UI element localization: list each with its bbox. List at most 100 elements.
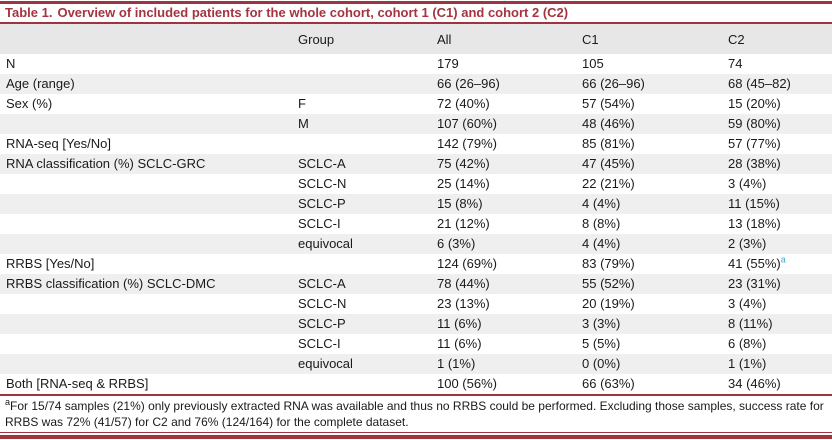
cell-label: RNA classification (%) SCLC-GRC	[6, 156, 206, 171]
table-row: M 107 (60%) 48 (46%) 59 (80%)	[0, 114, 832, 134]
cell-group	[292, 134, 431, 154]
cell-all: 107 (60%)	[437, 116, 497, 131]
cell-label: Age (range)	[6, 76, 75, 91]
table-header: Group All C1 C2	[0, 24, 832, 54]
cell-c1: 4 (4%)	[582, 236, 621, 251]
table-body: N 179 105 74 Age (range) 66 (26–96) 66 (26–96)…	[0, 54, 832, 394]
cell-label	[0, 354, 292, 374]
cell-label	[0, 114, 292, 134]
cell-label: Sex (%)	[6, 96, 53, 111]
patients-overview-table: Group All C1 C2 N 179 105 74 Age (range) 66 (…	[0, 24, 832, 394]
table-row: RRBS [Yes/No] 124 (69%) 83 (79%) 41 (55%)a	[0, 254, 832, 274]
cell-all: 179	[437, 56, 459, 71]
cell-c2: 13 (18%)	[728, 216, 781, 231]
cell-group	[292, 54, 431, 74]
title-red-rule	[0, 22, 832, 24]
cell-c1: 5 (5%)	[582, 336, 621, 351]
cell-group	[292, 74, 431, 94]
cell-all: 124 (69%)	[437, 256, 497, 271]
cell-label	[0, 234, 292, 254]
table-row: SCLC-N 23 (13%) 20 (19%) 3 (4%)	[0, 294, 832, 314]
table-title: Table 1. Overview of included patients fo…	[0, 4, 832, 22]
cell-c2: 74	[728, 56, 743, 71]
cell-all: 25 (14%)	[437, 176, 490, 191]
cell-label	[0, 334, 292, 354]
cell-c1: 83 (79%)	[582, 256, 635, 271]
bottom-thick-rule	[0, 435, 832, 439]
cell-group: SCLC-I	[298, 216, 341, 231]
table-title-label: Table 1.	[5, 5, 53, 20]
cell-c1: 105	[582, 56, 604, 71]
table-row: RNA classification (%) SCLC-GRC SCLC-A 75 …	[0, 154, 832, 174]
footnote-link[interactable]: a	[780, 254, 786, 265]
column-header-all: All	[437, 31, 452, 47]
cell-c2: 6 (8%)	[728, 336, 767, 351]
cell-label: N	[6, 56, 16, 71]
cell-group: SCLC-P	[298, 316, 346, 331]
cell-all: 100 (56%)	[437, 376, 497, 391]
cell-c2: 59 (80%)	[728, 116, 781, 131]
cell-label	[0, 214, 292, 234]
table-row: equivocal 1 (1%) 0 (0%) 1 (1%)	[0, 354, 832, 374]
cell-group: SCLC-I	[298, 336, 341, 351]
cell-c1: 48 (46%)	[582, 116, 635, 131]
cell-group: SCLC-N	[298, 296, 347, 311]
table-row: RNA-seq [Yes/No] 142 (79%) 85 (81%) 57 (77%…	[0, 134, 832, 154]
table-row: N 179 105 74	[0, 54, 832, 74]
cell-c2: 1 (1%)	[728, 356, 767, 371]
cell-label: Both [RNA-seq & RRBS]	[6, 376, 149, 391]
table-row: SCLC-P 15 (8%) 4 (4%) 11 (15%)	[0, 194, 832, 214]
cell-c1: 66 (63%)	[582, 376, 635, 391]
cell-c2: 57 (77%)	[728, 136, 781, 151]
cell-all: 6 (3%)	[437, 236, 476, 251]
cell-c2: 23 (31%)	[728, 276, 781, 291]
cell-label	[0, 174, 292, 194]
cell-all: 75 (42%)	[437, 156, 490, 171]
cell-group: SCLC-A	[298, 156, 346, 171]
cell-group: equivocal	[298, 356, 353, 371]
top-red-rule	[0, 1, 832, 4]
cell-all: 72 (40%)	[437, 96, 490, 111]
cell-c2: 15 (20%)	[728, 96, 781, 111]
header-row: Group All C1 C2	[0, 24, 832, 54]
cell-all: 66 (26–96)	[437, 76, 500, 91]
cell-group: M	[298, 116, 309, 131]
table-row: Sex (%) F 72 (40%) 57 (54%) 15 (20%)	[0, 94, 832, 114]
cell-c2: 41 (55%)a	[728, 254, 786, 271]
table-row: SCLC-P 11 (6%) 3 (3%) 8 (11%)	[0, 314, 832, 334]
cell-group: SCLC-A	[298, 276, 346, 291]
cell-c2: 8 (11%)	[728, 316, 773, 331]
cell-group	[292, 374, 431, 394]
cell-all: 78 (44%)	[437, 276, 490, 291]
cell-group: equivocal	[298, 236, 353, 251]
cell-group: F	[298, 96, 306, 111]
cell-c1: 85 (81%)	[582, 136, 635, 151]
cell-c1: 57 (54%)	[582, 96, 635, 111]
cell-label: RRBS [Yes/No]	[6, 256, 95, 271]
cell-label	[0, 194, 292, 214]
cell-c2: 34 (46%)	[728, 376, 781, 391]
cell-c2: 3 (4%)	[728, 296, 767, 311]
cell-label: RNA-seq [Yes/No]	[6, 136, 112, 151]
bottom-rule-gap	[0, 433, 832, 435]
cell-c1: 22 (21%)	[582, 176, 635, 191]
table-row: SCLC-N 25 (14%) 22 (21%) 3 (4%)	[0, 174, 832, 194]
table-row: SCLC-I 11 (6%) 5 (5%) 6 (8%)	[0, 334, 832, 354]
footnote-marker: a	[5, 397, 11, 407]
table-row: Age (range) 66 (26–96) 66 (26–96) 68 (45–82…	[0, 74, 832, 94]
cell-c1: 20 (19%)	[582, 296, 635, 311]
cell-label	[0, 294, 292, 314]
footnote: aFor 15/74 samples (21%) only previously…	[0, 396, 832, 432]
cell-c1: 0 (0%)	[582, 356, 621, 371]
cell-c2: 3 (4%)	[728, 176, 767, 191]
cell-c2: 2 (3%)	[728, 236, 767, 251]
column-header-c2: C2	[728, 31, 745, 47]
table-row: RRBS classification (%) SCLC-DMC SCLC-A 78…	[0, 274, 832, 294]
cell-all: 142 (79%)	[437, 136, 497, 151]
table-row: SCLC-I 21 (12%) 8 (8%) 13 (18%)	[0, 214, 832, 234]
footnote-separator-rule	[0, 394, 832, 396]
cell-c2: 11 (15%)	[728, 196, 780, 211]
cell-c2: 68 (45–82)	[728, 76, 791, 91]
cell-c1: 4 (4%)	[582, 196, 621, 211]
